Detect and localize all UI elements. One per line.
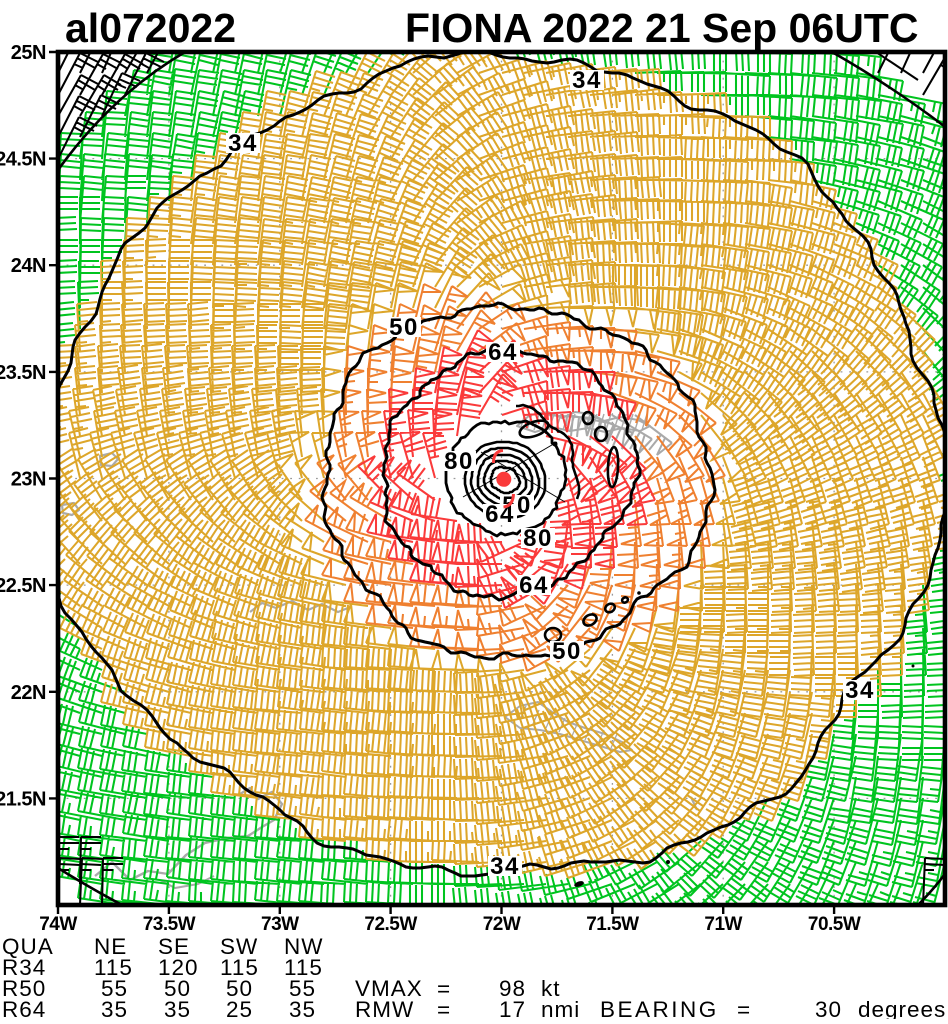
svg-text:34: 34 [490,853,520,880]
svg-text:50: 50 [226,976,253,1001]
svg-text:80: 80 [444,448,474,475]
svg-text:50: 50 [164,976,191,1001]
svg-text:NW: NW [284,934,324,959]
svg-text:=: = [437,976,451,1001]
svg-text:kt: kt [541,976,561,1001]
svg-text:71.5W: 71.5W [586,914,639,935]
svg-text:BEARING: BEARING [600,997,719,1019]
svg-text:34: 34 [228,130,258,157]
svg-text:80: 80 [523,525,553,552]
svg-text:120: 120 [158,955,199,980]
svg-text:55: 55 [289,976,316,1001]
svg-text:50: 50 [389,314,419,341]
svg-text:73.5W: 73.5W [143,914,196,935]
svg-text:VMAX: VMAX [355,976,423,1001]
svg-text:30: 30 [815,997,842,1019]
svg-text:98: 98 [499,976,526,1001]
svg-text:34: 34 [572,67,602,94]
svg-text:degrees: degrees [858,997,946,1019]
svg-text:R64: R64 [2,997,46,1019]
svg-text:=: = [437,997,451,1019]
svg-text:70.5W: 70.5W [808,914,861,935]
svg-text:72.5W: 72.5W [364,914,417,935]
svg-text:23N: 23N [11,469,46,491]
svg-text:FIONA 2022 21 Sep 06UTC: FIONA 2022 21 Sep 06UTC [405,5,918,51]
svg-text:R34: R34 [2,955,46,980]
svg-text:23.5N: 23.5N [0,362,46,384]
svg-text:al072022: al072022 [65,5,236,51]
svg-text:24N: 24N [11,255,46,277]
svg-text:17: 17 [499,997,526,1019]
svg-text:QUA: QUA [2,934,54,959]
svg-text:34: 34 [845,677,875,704]
svg-text:115: 115 [94,955,133,980]
svg-text:24.5N: 24.5N [0,149,46,171]
svg-text:22.5N: 22.5N [0,575,46,597]
svg-text:35: 35 [101,997,128,1019]
svg-text:64: 64 [488,339,518,366]
svg-text:72W: 72W [483,914,521,935]
svg-text:21.5N: 21.5N [0,788,46,810]
svg-text:NE: NE [94,934,127,959]
svg-text:SW: SW [220,934,258,959]
svg-text:115: 115 [220,955,259,980]
svg-text:74W: 74W [39,914,77,935]
svg-text:nmi: nmi [541,997,580,1019]
svg-text:73W: 73W [261,914,299,935]
svg-text:25N: 25N [11,42,46,64]
svg-text:71W: 71W [704,914,742,935]
svg-text:SE: SE [158,934,190,959]
svg-text:35: 35 [164,997,191,1019]
svg-text:115: 115 [284,955,323,980]
svg-text:RMW: RMW [355,997,414,1019]
svg-text:=: = [737,997,751,1019]
svg-text:64: 64 [519,572,549,599]
svg-text:22N: 22N [11,682,46,704]
svg-text:55: 55 [101,976,128,1001]
svg-text:50: 50 [552,638,582,665]
svg-text:25: 25 [226,997,253,1019]
svg-text:35: 35 [289,997,316,1019]
svg-text:R50: R50 [2,976,46,1001]
